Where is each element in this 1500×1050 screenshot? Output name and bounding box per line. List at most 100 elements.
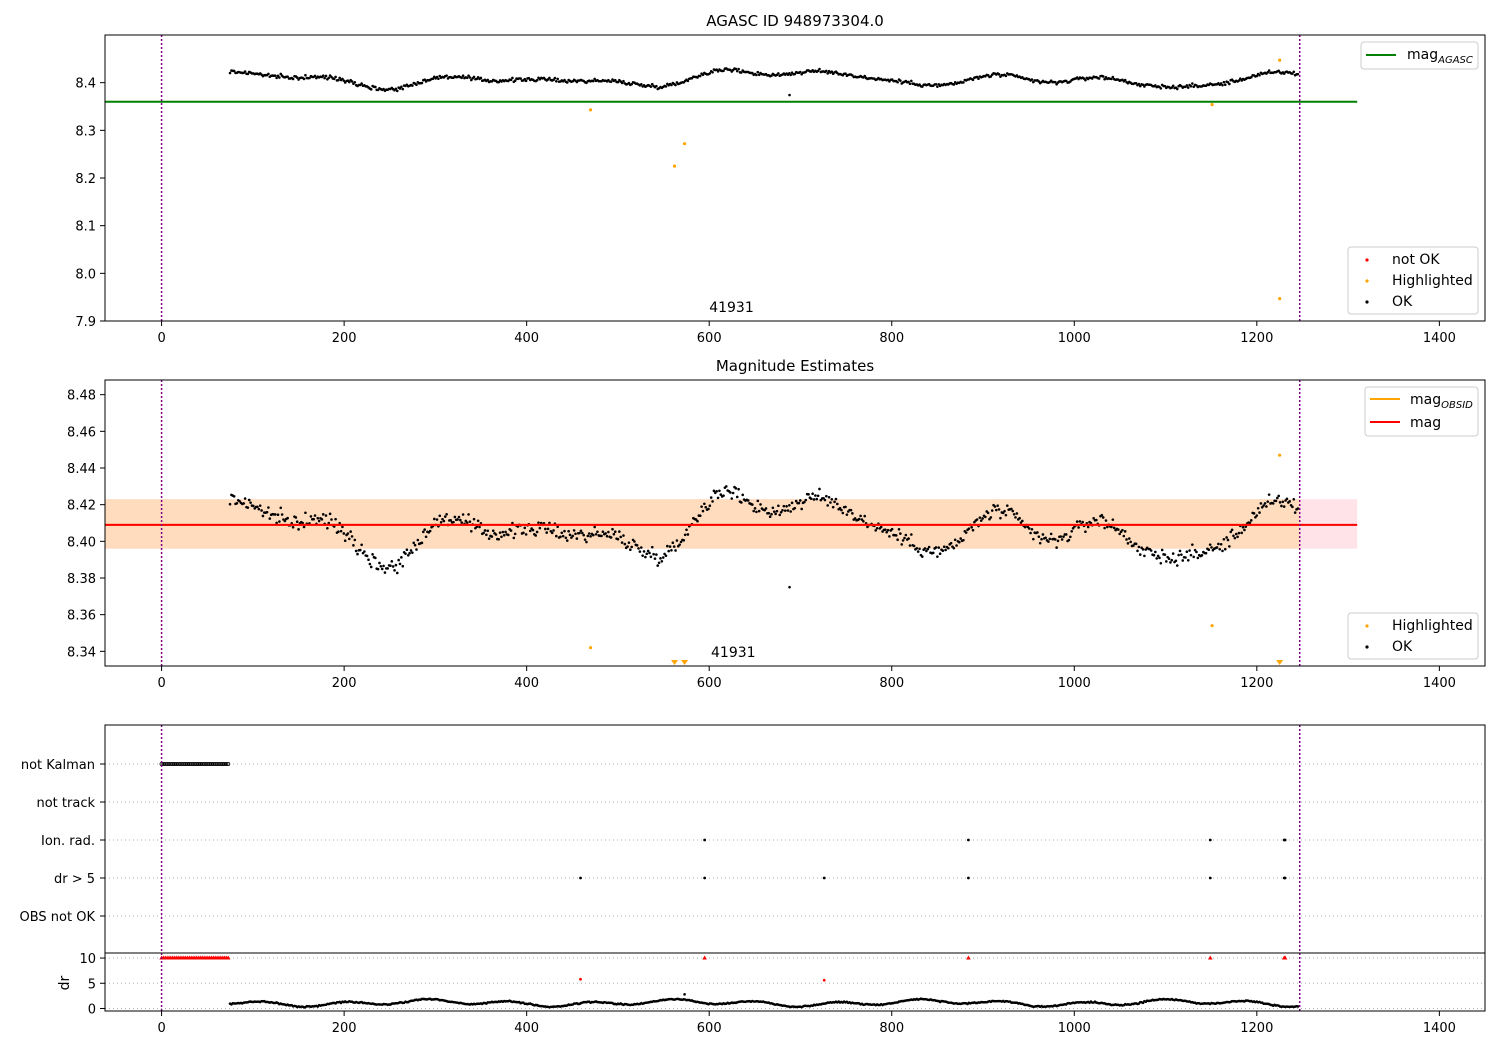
ok-point: [528, 529, 532, 533]
ok-point: [633, 540, 636, 543]
ok-point: [771, 506, 775, 510]
ok-point: [420, 541, 424, 545]
ok-point: [554, 80, 558, 83]
ok-point: [708, 72, 712, 75]
y-tick-label: 8.2: [75, 172, 96, 187]
ok-point: [793, 506, 797, 510]
ok-point: [1228, 545, 1231, 548]
x-tick-label: 800: [879, 676, 904, 691]
ok-point: [494, 533, 498, 536]
ok-point: [683, 533, 687, 537]
ok-point: [937, 546, 941, 549]
ok-point: [764, 507, 768, 510]
ok-point: [642, 550, 646, 553]
ok-point: [910, 533, 913, 536]
ok-point: [849, 508, 853, 512]
ok-point: [1267, 69, 1271, 72]
ok-point: [415, 83, 418, 87]
ok-point: [722, 494, 725, 497]
ok-point: [667, 549, 670, 553]
ok-point: [342, 79, 346, 82]
ok-point: [1030, 78, 1034, 81]
ok-point: [1112, 526, 1116, 530]
flag-category-label: not Kalman: [21, 758, 95, 773]
ok-point: [275, 76, 278, 80]
ok-point: [383, 571, 387, 574]
ok-point: [587, 532, 591, 535]
ok-point: [894, 534, 898, 537]
x-tick-label: 600: [697, 676, 722, 691]
ok-point: [243, 70, 247, 73]
ok-point: [1218, 547, 1222, 551]
ok-point: [513, 79, 517, 83]
ok-point: [988, 517, 991, 521]
ok-point: [600, 534, 603, 538]
ok-point: [275, 521, 278, 525]
ok-point: [971, 78, 975, 82]
y-tick-label: 8.0: [75, 267, 96, 282]
highlighted-point: [1278, 453, 1282, 457]
ok-point: [1233, 536, 1237, 540]
ok-point: [563, 529, 566, 533]
panel-flags: not Kalman not track Ion. rad. dr > 5 OBS no…: [20, 724, 1486, 1036]
ok-point: [1129, 540, 1132, 544]
x-tick-label: 1200: [1240, 676, 1273, 691]
dr-gt-5-flag: [703, 876, 707, 880]
y-tick-label: 8.1: [75, 220, 96, 235]
ok-point: [553, 76, 557, 80]
ok-point: [316, 516, 320, 520]
ok-point: [1104, 519, 1108, 522]
ok-point: [1010, 507, 1013, 511]
ok-point: [531, 528, 535, 532]
ok-point: [400, 85, 403, 89]
ok-point: [308, 76, 311, 80]
ok-point: [840, 508, 843, 512]
ion-rad-flag: [1283, 838, 1287, 842]
ok-point: [678, 543, 681, 546]
ok-point: [1030, 527, 1034, 531]
ok-point: [339, 529, 343, 533]
ok-point: [759, 503, 762, 506]
legend-2-ok-label: OK: [1392, 639, 1413, 655]
highlighted-point: [1278, 58, 1282, 62]
ok-point: [812, 498, 816, 501]
ok-point: [823, 498, 827, 502]
ok-point: [352, 544, 355, 547]
ok-point: [1226, 538, 1230, 542]
ok-point: [467, 513, 470, 516]
ok-point: [524, 79, 528, 83]
x-tick-label: 400: [514, 1021, 539, 1036]
ok-point: [374, 85, 377, 89]
ok-point: [783, 509, 787, 512]
not-kalman-flag: [218, 762, 223, 767]
ok-point: [670, 83, 673, 87]
dr-gt-5-flag: [822, 876, 826, 880]
ok-point: [313, 74, 317, 78]
ok-point: [559, 535, 562, 539]
ok-point: [1163, 553, 1167, 556]
ok-point: [369, 88, 373, 91]
ok-point: [286, 75, 289, 78]
ok-point: [652, 552, 655, 556]
not-kalman-flag: [194, 762, 199, 767]
not-kalman-flag: [163, 762, 168, 767]
ok-point: [984, 515, 987, 519]
legend-highlighted-label: Highlighted: [1392, 273, 1473, 289]
ok-point: [1225, 536, 1228, 539]
ok-point: [593, 77, 596, 81]
ok-point: [343, 539, 347, 543]
ok-point: [644, 555, 647, 559]
ok-point: [513, 532, 517, 536]
not-kalman-flag: [209, 762, 214, 767]
ok-point: [411, 84, 414, 87]
ok-point: [350, 535, 354, 538]
ok-point: [666, 544, 669, 548]
ok-point: [1185, 550, 1189, 554]
dr-capped-marker: [702, 955, 707, 960]
ok-point: [1159, 87, 1163, 90]
ok-point: [1181, 559, 1185, 562]
not-kalman-flag: [181, 762, 186, 767]
ok-point: [611, 527, 614, 531]
ok-point: [327, 76, 331, 80]
y-tick-label: 8.44: [67, 462, 96, 477]
